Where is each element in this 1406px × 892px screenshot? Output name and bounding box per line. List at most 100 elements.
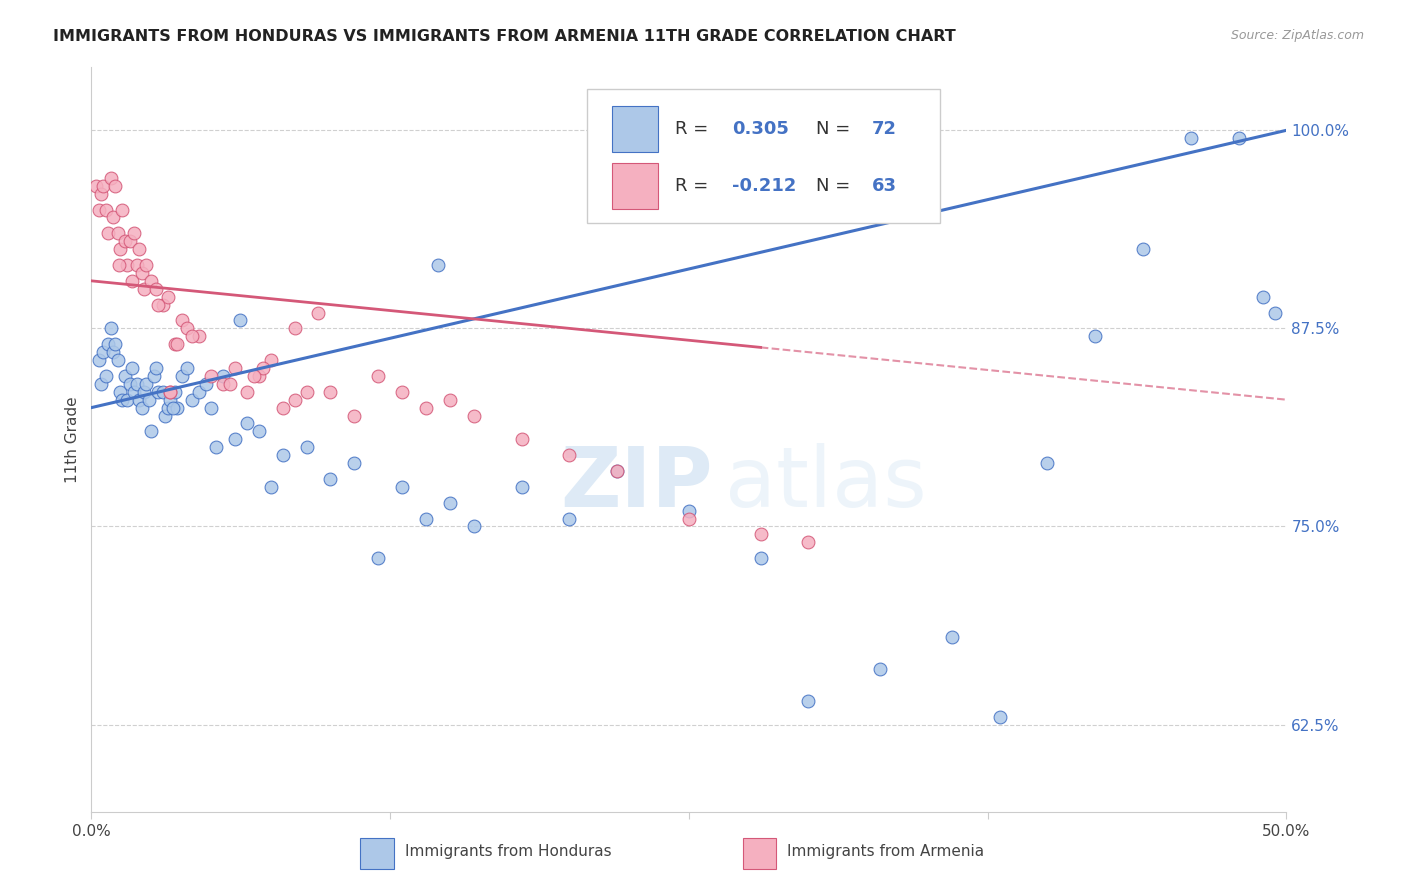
Point (391, 384, 413, 399)
Point (156, 290, 179, 304)
Point (252, 361, 274, 376)
Point (941, 631, 963, 645)
Point (135, 258, 157, 272)
Point (869, 662, 891, 676)
Point (125, 258, 148, 272)
Point (415, 401, 437, 415)
Point (463, 519, 485, 533)
Point (87, 353, 110, 368)
Point (271, 448, 294, 462)
Point (107, 353, 129, 368)
Point (1132, 242, 1154, 256)
Point (1251, 290, 1274, 304)
Point (166, 401, 188, 415)
Bar (613, 163, 658, 209)
Point (283, 321, 307, 335)
Point (94, 368, 117, 383)
Point (1180, 131, 1202, 145)
Point (1036, 456, 1059, 470)
Point (224, 361, 246, 376)
Point (115, 258, 138, 272)
Point (124, 227, 146, 241)
Point (259, 353, 281, 368)
Point (124, 384, 146, 399)
Point (166, 337, 188, 351)
Point (156, 401, 179, 415)
Point (749, 551, 772, 566)
Point (141, 425, 162, 439)
Point (114, 368, 136, 383)
Point (180, 329, 202, 343)
Point (132, 384, 155, 399)
Text: Immigrants from Honduras: Immigrants from Honduras (405, 845, 612, 859)
Text: -0.212: -0.212 (733, 178, 796, 195)
Point (159, 384, 181, 399)
Point (135, 376, 157, 391)
Point (463, 409, 485, 423)
Point (104, 178, 127, 193)
Point (988, 709, 1011, 723)
Point (283, 392, 307, 407)
Point (319, 384, 342, 399)
Point (195, 376, 218, 391)
Point (163, 384, 186, 399)
Point (128, 392, 150, 407)
Point (97, 337, 120, 351)
Point (606, 464, 628, 478)
Point (204, 440, 226, 454)
Point (235, 384, 259, 399)
Point (118, 376, 141, 391)
Point (1227, 131, 1250, 145)
Point (100, 321, 122, 335)
Point (391, 480, 413, 494)
Text: 63: 63 (872, 178, 897, 195)
Point (426, 258, 449, 272)
Point (101, 211, 124, 225)
Point (159, 392, 181, 407)
Point (1084, 329, 1107, 343)
Point (797, 694, 820, 708)
Point (131, 401, 153, 415)
Point (180, 392, 202, 407)
Point (90, 376, 112, 391)
Point (148, 297, 170, 311)
Text: R =: R = (675, 120, 714, 137)
Point (1264, 305, 1286, 319)
Point (247, 368, 270, 383)
Point (187, 384, 211, 399)
Point (343, 409, 366, 423)
Text: IMMIGRANTS FROM HONDURAS VS IMMIGRANTS FROM ARMENIA 11TH GRADE CORRELATION CHART: IMMIGRANTS FROM HONDURAS VS IMMIGRANTS F… (53, 29, 956, 44)
Point (114, 234, 136, 248)
Point (678, 511, 700, 525)
Point (749, 527, 772, 541)
Bar (613, 105, 658, 152)
Point (295, 440, 318, 454)
Point (162, 401, 184, 415)
Point (224, 432, 246, 446)
Point (415, 511, 437, 525)
Text: Immigrants from Armenia: Immigrants from Armenia (787, 845, 984, 859)
Point (367, 551, 389, 566)
Point (121, 274, 143, 288)
Point (90, 186, 112, 201)
Point (187, 329, 211, 343)
Point (558, 448, 581, 462)
Point (84, 178, 107, 193)
Point (510, 480, 533, 494)
Point (148, 384, 170, 399)
Point (243, 368, 266, 383)
Text: ZIP: ZIP (561, 443, 713, 524)
Point (319, 472, 342, 486)
Point (200, 401, 222, 415)
Point (558, 511, 581, 525)
Point (247, 425, 270, 439)
Point (108, 384, 131, 399)
Point (118, 234, 141, 248)
Point (307, 305, 329, 319)
Point (200, 368, 222, 383)
Point (152, 297, 174, 311)
Point (211, 368, 233, 383)
Point (439, 392, 461, 407)
Point (104, 337, 127, 351)
Point (107, 227, 129, 241)
